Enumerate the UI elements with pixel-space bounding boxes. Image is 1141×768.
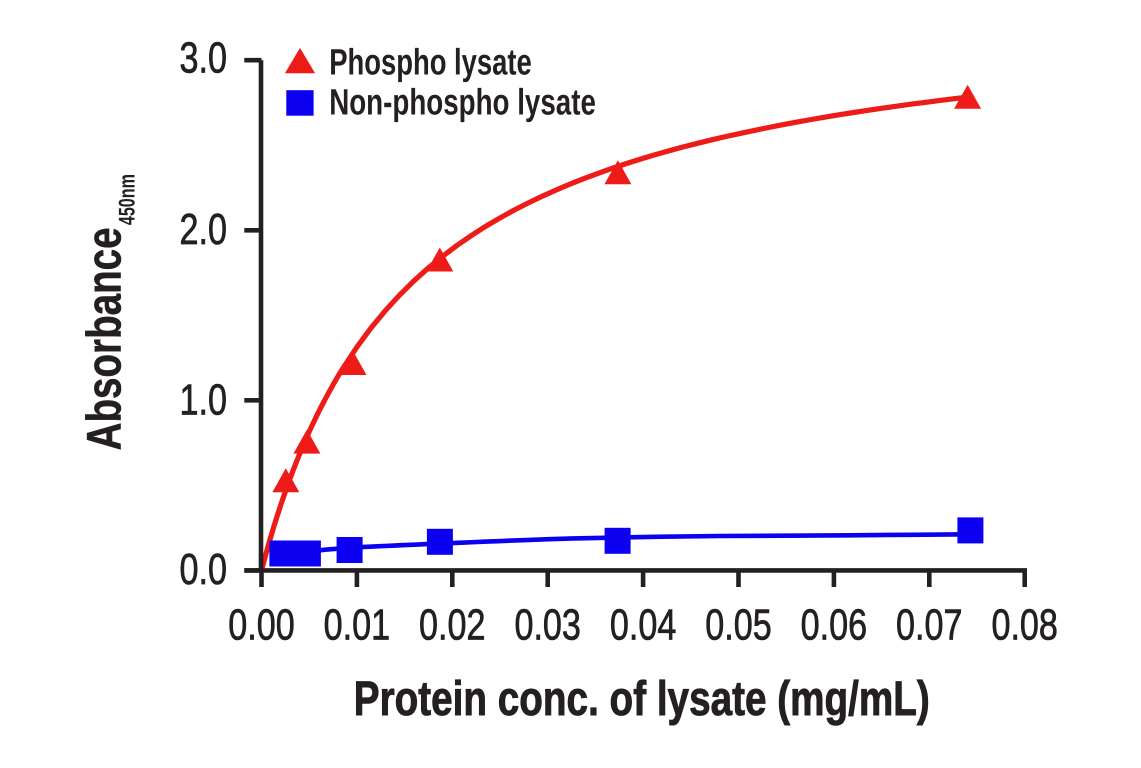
svg-text:0.05: 0.05: [705, 601, 772, 649]
svg-text:0.08: 0.08: [991, 601, 1058, 649]
svg-text:Absorbance: Absorbance: [77, 227, 131, 450]
svg-text:Non-phospho lysate: Non-phospho lysate: [329, 82, 596, 123]
svg-text:1.0: 1.0: [180, 377, 228, 425]
svg-text:3.0: 3.0: [180, 35, 228, 83]
svg-text:0.0: 0.0: [180, 546, 228, 594]
svg-text:450nm: 450nm: [114, 174, 140, 225]
svg-text:Phospho lysate: Phospho lysate: [329, 41, 532, 82]
svg-text:2.0: 2.0: [180, 206, 228, 254]
svg-text:0.02: 0.02: [419, 601, 486, 649]
svg-text:0.06: 0.06: [801, 601, 868, 649]
svg-text:0.07: 0.07: [896, 601, 963, 649]
svg-text:0.03: 0.03: [514, 601, 581, 649]
svg-text:Protein conc. of lysate (mg/mL: Protein conc. of lysate (mg/mL): [354, 672, 930, 726]
svg-text:0.04: 0.04: [610, 601, 677, 649]
svg-text:0.01: 0.01: [324, 601, 391, 649]
svg-text:0.00: 0.00: [228, 601, 295, 649]
